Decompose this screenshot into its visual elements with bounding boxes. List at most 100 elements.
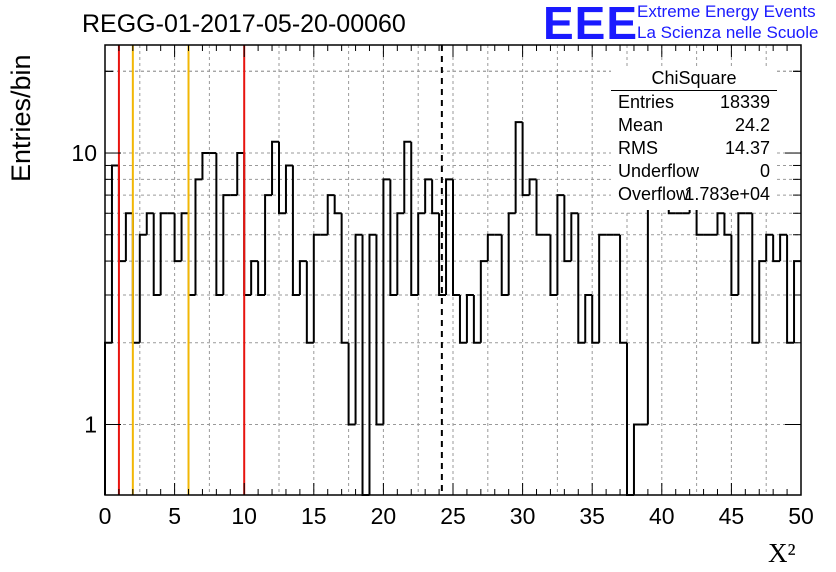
histogram-bin [765,233,774,262]
chart-title: REGG-01-2017-05-20-00060 [82,10,406,38]
histogram-bin [716,212,725,235]
histogram-bin [271,140,279,196]
y-tick-label: 1 [84,412,97,438]
histogram-bin [104,341,112,495]
histogram-bin [570,212,579,262]
histogram-bin [361,234,370,496]
histogram-bin [431,179,440,215]
y-axis-label: Entries/bin [6,54,36,182]
stats-value: 14.37 [724,138,770,158]
histogram-bin [619,234,627,344]
histogram-bin [730,234,739,296]
histogram-bin [257,261,266,296]
histogram-bin [340,213,349,344]
stats-value: 18339 [719,92,770,112]
histogram-bin [312,233,321,343]
y-tick-label: 10 [71,140,97,166]
histogram-bin [236,152,245,196]
histogram-bin [424,178,433,214]
histogram-bin [626,342,634,496]
histogram-bin [278,141,286,215]
histogram-bin [326,194,335,235]
histogram-bin [521,122,530,197]
histogram-bin [187,213,196,296]
stats-row-underflow: Underflow 0 [618,161,770,183]
histogram-bin [584,293,593,343]
histogram-bin [243,153,252,296]
histogram-bin [382,178,391,425]
histogram-bin [305,261,314,344]
histogram-bin [396,212,405,295]
histogram-bin [389,179,398,296]
histogram-bin [479,260,488,343]
histogram-bin [591,294,600,344]
x-tick-label: 40 [649,503,675,529]
histogram-bin [124,212,133,262]
histogram-bin [445,178,453,295]
histogram-bin [786,234,795,344]
stats-row-overflow: Overflow 1.783e+04 [618,184,770,206]
stats-key: Entries [618,92,675,112]
stats-row-entries: Entries 18339 [618,92,770,114]
histogram-bin [194,178,203,295]
histogram-bin [514,121,523,214]
x-tick-label: 15 [301,503,327,529]
histogram-bin [438,213,447,296]
x-axis-label: X² [768,538,796,568]
histogram-bin [452,179,460,296]
histogram-bin [417,212,426,295]
histogram-bin [138,233,147,343]
histogram-bin [284,164,293,214]
stats-key: Overflow [618,184,690,204]
histogram-bin [458,294,467,344]
histogram-bin [354,233,363,425]
x-tick-label: 30 [510,503,536,529]
histogram-bin [535,179,544,236]
histogram-bin [486,233,495,262]
histogram-bin [528,178,537,196]
histogram-bin [250,260,259,295]
x-tick-label: 0 [99,503,112,529]
histogram-bin [723,213,732,236]
histogram-bin [472,294,481,344]
stats-value: 1.783e+04 [684,184,770,204]
eee-logo: EEE [543,0,639,49]
x-tick-label: 20 [371,503,397,529]
histogram-bin [375,234,384,426]
histogram-bin [577,213,586,344]
histogram-bin [347,342,356,426]
stats-key: Underflow [618,161,700,181]
stats-divider [611,90,777,91]
histogram-bin [215,153,224,296]
histogram-bin [556,194,565,295]
histogram-bin [737,212,746,295]
histogram-bin [598,233,607,343]
x-tick-label: 45 [719,503,745,529]
x-tick-label: 35 [579,503,605,529]
stats-title: ChiSquare [651,68,737,88]
histogram-bin [758,260,767,343]
histogram-bin [751,213,760,344]
histogram-bin [368,233,377,495]
histogram-bin [793,260,801,343]
histogram-bin [772,234,781,263]
histogram-bin [145,212,154,235]
x-tick-label: 10 [231,503,257,529]
x-tick-label: 5 [168,503,181,529]
histogram-bin [159,212,168,295]
histogram-bin [152,213,161,296]
histogram-bin [779,233,788,262]
stats-value: 24.2 [734,115,770,135]
histogram-bin [291,165,300,296]
stats-box: ChiSquare Entries 18339 Mean 24.2 RMS 14… [611,68,777,210]
histogram-bin [465,293,474,343]
histogram-bin [410,141,419,296]
x-tick-label: 25 [440,503,466,529]
logo-text-line2: La Scienza nelle Scuole [637,23,819,42]
histogram-bin [646,194,655,425]
stats-row-rms: RMS 14.37 [618,138,770,160]
histogram-bin [173,213,182,263]
histogram-bin [507,212,516,295]
histogram-bin [549,234,558,296]
